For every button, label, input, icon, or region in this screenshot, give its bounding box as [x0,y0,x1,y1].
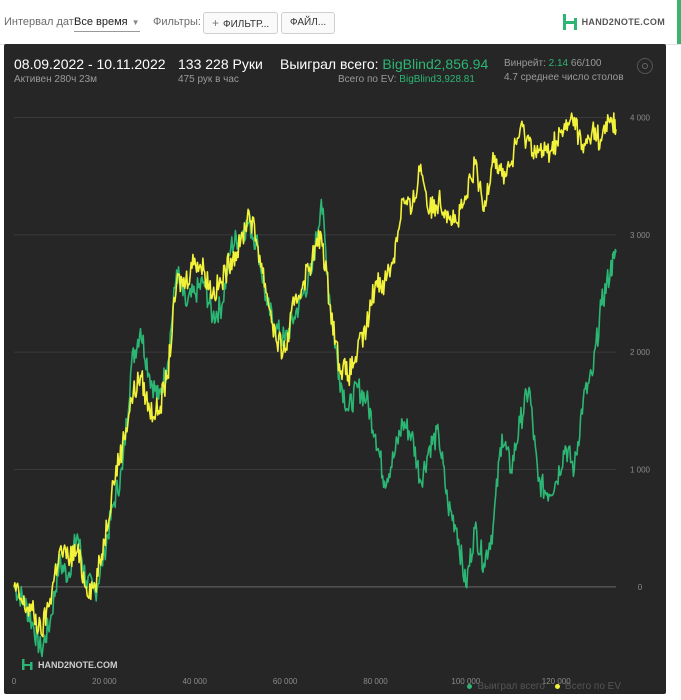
hand2note-logo-icon [562,14,577,30]
series-line-won [13,198,617,658]
x-tick-label: 80 000 [363,677,388,686]
y-tick-label: 1 000 [630,466,651,475]
legend-item-ev[interactable]: Всего по EV [554,681,621,692]
hands-per-hour: 475 рук в час [178,74,239,85]
winrate: Винрейт: 2.14 66/100 [504,58,601,69]
legend-label-ev: Всего по EV [564,681,621,692]
x-tick-label: 20 000 [92,677,117,686]
watermark-text: HAND2NOTE.COM [38,660,118,670]
x-tick-label: 60 000 [273,677,298,686]
y-tick-label: 0 [638,583,643,592]
date-interval-label: Интервал дат: [4,16,77,28]
x-tick-label: 0 [12,677,17,686]
profit-chart: 0 1 000 2 000 3 000 4 000 0 20 000 40 000 60 000… [12,112,651,686]
file-button-label: ФАЙЛ... [290,17,327,28]
series-line-ev [13,112,617,638]
y-tick-label: 4 000 [630,113,651,122]
x-tick-label: 100 000 [451,677,480,686]
ev-label: Всего по EV: [338,74,397,85]
accent-line [677,0,681,44]
date-interval-select[interactable]: Все время ▼ [74,13,140,32]
legend-item-won[interactable]: Выиграл всего [467,681,545,692]
brand-logo-text: HAND2NOTE.COM [581,17,665,27]
file-button[interactable]: ФАЙЛ... [281,12,336,34]
y-tick-label: 3 000 [630,231,651,240]
brand-logo[interactable]: HAND2NOTE.COM [562,14,665,30]
chevron-down-icon: ▼ [131,18,140,27]
chart-legend: Выиграл всего Всего по EV [457,681,621,692]
avg-tables: 4.7 среднее число столов [504,72,624,83]
y-tick-label: 2 000 [630,348,651,357]
ev-value: BigBlind3,928.81 [399,74,475,85]
top-toolbar: Интервал дат: Все время ▼ Фильтры: + ФИЛЬТ… [0,0,681,45]
hand2note-watermark: HAND2NOTE.COM [22,659,118,670]
chart-panel: 08.09.2022 - 10.11.2022 Активен 280ч 23м… [4,44,666,694]
date-range: 08.09.2022 - 10.11.2022 [14,56,166,72]
filters-label: Фильтры: [153,16,201,28]
winrate-value: 2.14 [548,58,569,69]
legend-label-won: Выиграл всего [477,681,545,692]
x-tick-label: 40 000 [183,677,208,686]
winrate-label: Винрейт: [504,58,546,69]
settings-gear-icon[interactable] [637,58,653,74]
filter-button[interactable]: + ФИЛЬТР... [203,12,279,34]
won-total: Выиграл всего: BigBlind2,856.94 [280,56,488,72]
x-tick-label: 120 000 [542,677,571,686]
plus-icon: + [212,16,220,30]
ev-total: Всего по EV: BigBlind3,928.81 [338,74,475,85]
won-value: BigBlind2,856.94 [382,56,489,72]
winrate-suffix: 66/100 [570,58,602,69]
filter-button-label: ФИЛЬТР... [223,19,270,30]
won-label: Выиграл всего: [280,56,379,72]
hands-count: 133 228 Руки [178,56,263,72]
legend-dot-won [467,684,473,689]
active-time: Активен 280ч 23м [14,74,98,85]
legend-dot-ev [554,684,560,689]
date-interval-value: Все время [74,16,128,28]
